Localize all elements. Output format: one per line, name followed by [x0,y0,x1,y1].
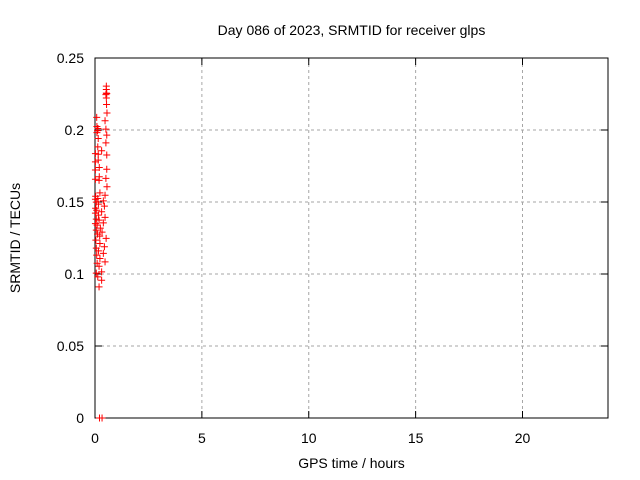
data-point-marker [102,125,110,133]
data-point-marker [95,163,103,171]
data-point-marker [103,165,111,173]
x-tick-label: 0 [91,430,99,446]
chart-title: Day 086 of 2023, SRMTID for receiver glp… [218,22,486,38]
data-point-marker [91,220,99,228]
data-point-marker [98,208,106,216]
x-tick-label: 15 [408,430,424,446]
data-point-marker [102,94,110,102]
data-point-marker [96,239,104,247]
x-tick-label: 5 [198,430,206,446]
y-tick-label: 0.15 [57,194,84,210]
gridlines [95,58,608,418]
y-tick-label: 0.25 [57,50,84,66]
data-point-marker [91,158,99,166]
data-point-marker [92,226,100,234]
data-point-marker [98,268,106,276]
y-axis-label: SRMTID / TECUs [7,183,23,293]
x-tick-label: 20 [515,430,531,446]
data-point-marker [94,134,102,142]
data-point-marker [102,139,110,147]
y-tick-labels: 0 0.05 0.1 0.15 0.2 0.25 [57,50,84,426]
data-point-marker [100,243,108,251]
data-point-marker [103,109,111,117]
series-SRMTID [91,82,111,422]
data-point-marker [96,254,104,262]
data-point-marker [102,234,110,242]
x-tick-labels: 0 5 10 15 20 [91,430,530,446]
data-point-marker [101,191,109,199]
data-point-marker [92,269,100,277]
data-point-marker [95,216,103,224]
data-point-marker [92,236,100,244]
data-point-marker [100,202,108,210]
data-point-marker [96,189,104,197]
y-tick-label: 0.1 [65,266,85,282]
data-point-marker [95,176,103,184]
data-point-marker [103,131,111,139]
data-point-marker [101,117,109,125]
data-point-marker [98,228,106,236]
data-point-marker [91,175,99,183]
y-tick-label: 0.2 [65,122,85,138]
data-point-marker [101,258,109,266]
data-point-marker [94,247,102,255]
data-point-marker [94,273,102,281]
data-point-marker [93,221,101,229]
data-point-marker [103,151,111,159]
data-point-marker [103,183,111,191]
data-point-marker [98,147,106,155]
data-points-series [91,82,111,422]
data-point-marker [99,197,107,205]
y-tick-label: 0 [76,410,84,426]
plot-border [94,57,609,419]
axis-tick-marks [94,57,608,419]
data-point-marker [93,206,101,214]
data-point-marker [94,143,102,151]
data-point-marker [101,213,109,221]
data-point-marker [98,414,106,422]
data-point-marker [98,276,106,284]
y-tick-label: 0.05 [57,338,84,354]
data-point-marker [99,219,107,227]
data-point-marker [99,249,107,257]
data-point-marker [96,232,104,240]
data-point-marker [91,195,99,203]
data-point-marker [93,129,101,137]
data-point-marker [94,211,102,219]
data-point-marker [95,262,103,270]
data-point-marker [103,101,111,109]
data-point-marker [96,224,104,232]
data-point-marker [94,200,102,208]
x-tick-label: 10 [301,430,317,446]
data-point-marker [91,166,99,174]
data-point-marker [93,113,101,121]
data-point-marker [94,150,102,158]
data-point-marker [93,251,101,259]
data-point-marker [95,283,103,291]
data-point-marker [102,174,110,182]
x-axis-label: GPS time / hours [298,455,405,471]
